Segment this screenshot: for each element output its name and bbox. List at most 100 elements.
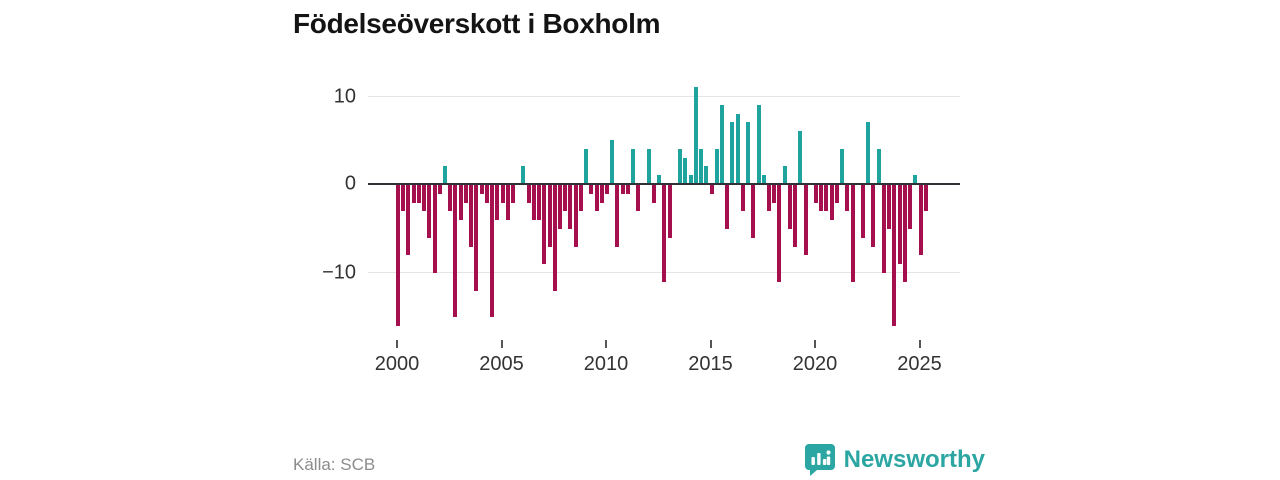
bar [688,175,693,184]
x-tick-2015 [709,340,712,348]
bar [657,175,662,184]
bar [552,185,557,291]
bar [829,185,834,221]
gridline-plus10 [368,96,960,97]
x-axis-label-2020: 2020 [792,353,838,375]
bar [824,185,829,212]
bar [704,166,709,184]
bar [751,185,756,238]
bar [709,185,714,194]
bar [699,148,704,184]
bar [787,185,792,229]
bar [484,185,489,203]
source-note: Källa: SCB [293,455,376,474]
bar [662,185,667,282]
bar [510,185,515,203]
x-tick-2025 [918,340,921,348]
bar [594,185,599,212]
chart-title: Födelseöverskott i Boxholm [293,8,661,39]
bar [866,122,871,184]
bar [458,185,463,221]
bar [495,185,500,221]
bar [605,185,609,194]
bar [871,185,876,247]
bar [610,140,615,184]
bar [469,185,474,247]
bar [897,185,902,265]
bar [761,175,766,184]
bar [719,104,724,184]
brand-lockup: Newsworthy [804,444,985,476]
bar [500,185,505,203]
bar [782,166,787,184]
y-axis-label-0: 0 [344,172,356,195]
bar [443,166,448,184]
bar [814,185,818,203]
bar [437,185,442,194]
bar [526,185,531,203]
bar [902,185,907,282]
bar [422,185,427,212]
bar [876,148,881,184]
newsworthy-logo-icon [804,444,835,476]
x-tick-2010 [605,340,607,348]
bar [746,122,751,184]
x-axis-label-2010: 2010 [583,353,629,375]
bar [578,185,583,212]
bar [887,185,892,229]
bar [542,185,547,265]
bar [584,148,589,184]
bar [432,185,437,273]
bar [453,185,458,317]
bar [918,185,923,256]
bar [505,185,510,221]
bar [730,122,735,184]
bar [693,87,698,184]
bar [547,185,552,247]
plot-area [368,85,960,345]
bar [714,148,719,184]
bar [406,185,411,256]
bar [793,185,798,247]
bar [589,185,594,194]
bar [683,157,688,184]
x-tick-2020 [814,340,816,348]
bar [563,185,568,212]
bar [850,185,855,282]
x-tick-2005 [500,340,503,348]
bar [756,104,761,184]
bar [772,185,777,203]
bar [913,175,918,184]
bar [479,185,484,194]
bar [396,185,400,326]
bar [521,166,526,184]
bar [557,185,562,229]
x-axis-label-2025: 2025 [897,353,942,375]
bar [834,185,839,203]
bar [427,185,432,238]
x-axis-label-2005: 2005 [479,353,524,375]
bar [537,185,542,221]
bar [401,185,406,212]
bar [411,185,416,203]
bar [798,131,803,184]
bar [667,185,672,238]
bar [646,148,651,184]
bar [740,185,745,212]
bar [625,185,630,194]
bar [615,185,620,247]
bar [766,185,771,212]
x-axis-label-2015: 2015 [688,353,733,375]
x-axis-label-2000: 2000 [374,353,420,375]
brand-name: Newsworthy [843,446,985,473]
bar [568,185,573,229]
bar [620,185,625,194]
y-axis-label-neg10: −10 [322,261,356,284]
bar [777,185,782,282]
bar [840,148,845,184]
x-tick-2000 [396,340,398,348]
bar [531,185,536,221]
bar [636,185,641,212]
bar [599,185,604,203]
bar [631,148,636,184]
